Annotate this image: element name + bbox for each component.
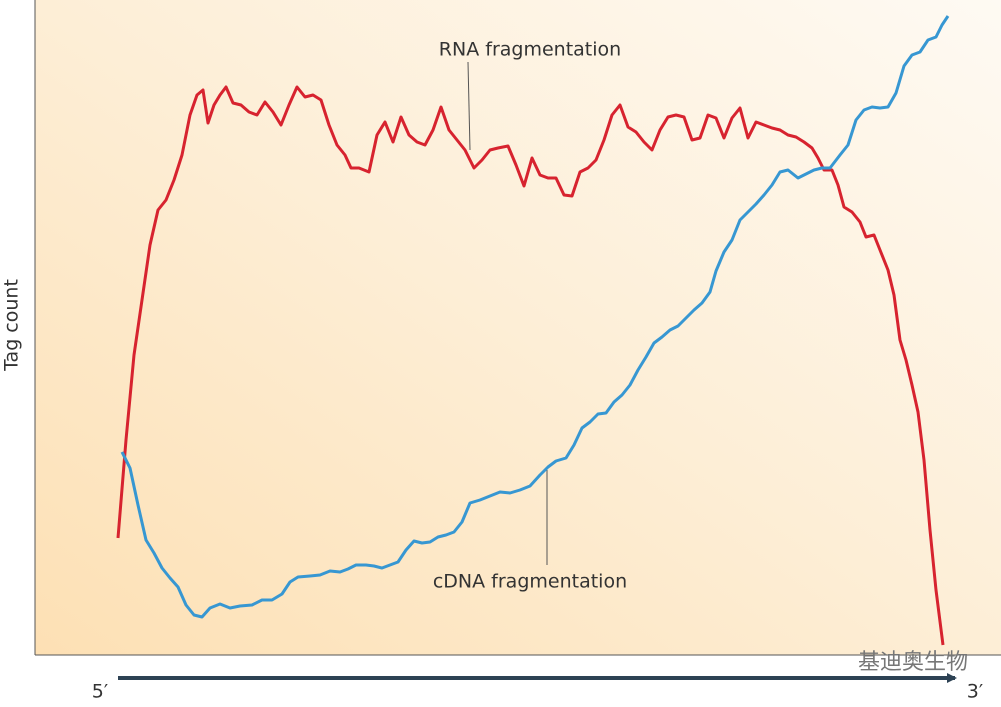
data-line xyxy=(116,85,945,646)
annotation: cDNA fragmentation xyxy=(433,571,627,593)
x-end-label: 3′ xyxy=(967,681,983,703)
x-start-label: 5′ xyxy=(92,681,108,703)
watermark: 基迪奥生物 xyxy=(858,650,968,675)
data-line xyxy=(120,15,950,619)
y-axis-label: Tag count xyxy=(1,279,23,372)
plot-background xyxy=(35,0,1001,655)
annotation: RNA fragmentation xyxy=(439,39,621,61)
annotation-leader xyxy=(467,61,471,151)
